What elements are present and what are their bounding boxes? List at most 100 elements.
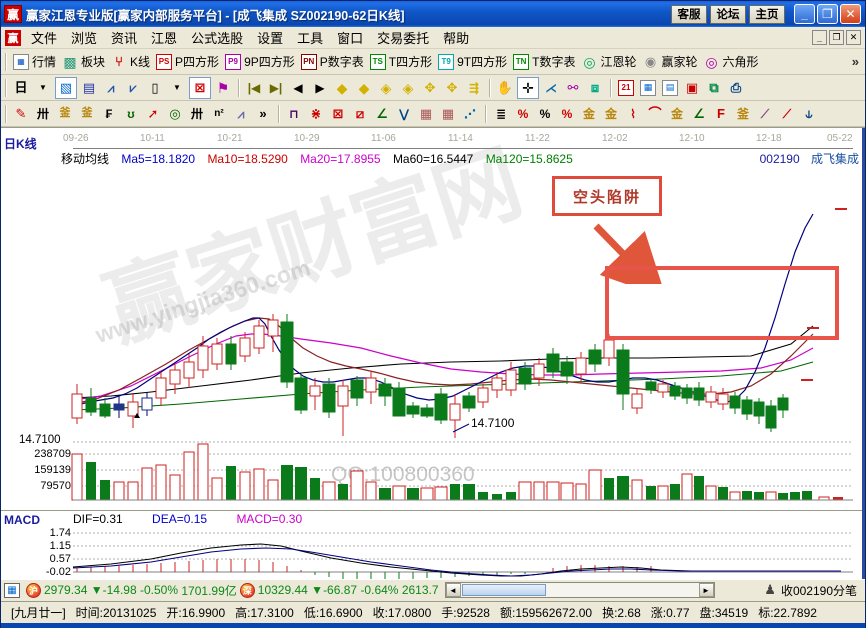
gold-line-1-button[interactable]: 釜 [55, 103, 75, 125]
market-grid-icon[interactable]: ▦ [4, 582, 20, 598]
report-button[interactable]: ▤ [79, 77, 99, 99]
print-button[interactable]: ⎙ [726, 77, 746, 99]
f-line-button[interactable]: F [711, 103, 731, 125]
bar-button[interactable]: ▯ [145, 77, 165, 99]
pencil-tool-button[interactable]: ✎ [11, 103, 31, 125]
maximize-icon[interactable]: ❐ [817, 4, 838, 24]
arc-button[interactable]: ⌒ [645, 103, 665, 125]
toolbar-overflow-icon[interactable]: » [851, 54, 859, 69]
close-icon[interactable]: ✕ [840, 4, 861, 24]
percent-fan-button[interactable]: % [513, 103, 533, 125]
tool-9t-square[interactable]: T9 9T四方形 [436, 51, 509, 73]
overlay-button[interactable]: ▧ [55, 76, 77, 99]
shape-tool-button[interactable]: ⧄ [350, 103, 370, 125]
brush-button[interactable]: ⌇ [623, 103, 643, 125]
horizontal-scrollbar[interactable]: ◄ ► [444, 582, 715, 598]
menu-gann[interactable]: 江恩 [151, 31, 178, 46]
gold2-button[interactable]: 金 [601, 103, 621, 125]
circle-tool-button[interactable]: ◎ [165, 103, 185, 125]
percent2-button[interactable]: % [557, 103, 577, 125]
homepage-button[interactable]: 主页 [749, 4, 785, 24]
spiral-tool-button[interactable]: ʊ [121, 103, 141, 125]
parallel-button[interactable]: ∠ [689, 103, 709, 125]
tool-t-number-table[interactable]: TN T数字表 [511, 51, 577, 73]
doc-button[interactable]: ▤ [660, 77, 680, 99]
menu-help[interactable]: 帮助 [443, 31, 470, 46]
zoom-in-button[interactable]: ◈ [376, 77, 396, 99]
scroll-left-icon[interactable]: ◄ [445, 583, 461, 597]
save-button[interactable]: ▣ [682, 77, 702, 99]
tool-9p-square[interactable]: P9 9P四方形 [223, 51, 297, 73]
fib-tool-button[interactable]: ₣ [99, 103, 119, 125]
zoom-out-button[interactable]: ◈ [398, 77, 418, 99]
drawing-overflow[interactable]: » [253, 103, 273, 125]
speed-button[interactable]: ⟋ [755, 103, 775, 125]
angle2-tool-button[interactable]: ∠ [372, 103, 392, 125]
hand-button[interactable]: ✋ [495, 77, 515, 99]
multi3-button[interactable]: ⩘ [101, 77, 121, 99]
gold3-button[interactable]: 金 [667, 103, 687, 125]
mdi-restore-icon[interactable]: ❐ [829, 30, 844, 45]
grid2-tool-button[interactable]: ▦ [416, 103, 436, 125]
crosshair-button[interactable]: ✛ [517, 76, 539, 99]
scroll-thumb[interactable] [461, 584, 546, 596]
mdi-minimize-icon[interactable]: _ [812, 30, 827, 45]
forum-button[interactable]: 论坛 [710, 4, 746, 24]
menu-settings[interactable]: 设置 [257, 31, 284, 46]
table-button[interactable]: ▦ [638, 77, 658, 99]
expand-button[interactable]: ✥ [420, 77, 440, 99]
tool-p-square[interactable]: PS P四方形 [154, 51, 221, 73]
tool-p-number-table[interactable]: PN P数字表 [299, 51, 366, 73]
period-day-button[interactable]: 日 [11, 77, 31, 99]
ladder-tool-button[interactable]: ≣ [491, 103, 511, 125]
period-dropdown-icon[interactable]: ▼ [33, 77, 53, 99]
last-page-button[interactable]: ▶| [266, 77, 286, 99]
fan-tool-button[interactable]: ⋇ [306, 103, 326, 125]
gann-fan-tool-button[interactable]: 卅 [33, 103, 53, 125]
volume-panel[interactable]: 238709 159139 79570 [1, 440, 865, 507]
tool-quotes[interactable]: ▦ 行情 [11, 51, 58, 73]
chan-button[interactable]: ⟋ [777, 103, 797, 125]
layers-button[interactable]: ⧈ [585, 77, 605, 99]
shift-button[interactable]: ⇶ [464, 77, 484, 99]
chart-area[interactable]: 赢家财富网 www.yingjia360.com QQ:100800360 日K… [1, 127, 865, 579]
pattern-button[interactable]: ⊠ [189, 76, 211, 99]
candlestick-panel[interactable]: 14.7100 空头陷阱 [1, 166, 865, 438]
macd-panel[interactable]: MACD DIF=0.31 DEA=0.15 MACD=0.30 1.74 1.… [1, 510, 865, 579]
first-page-button[interactable]: |◀ [244, 77, 264, 99]
box-tool-button[interactable]: ⊓ [284, 103, 304, 125]
menu-trade[interactable]: 交易委托 [377, 31, 430, 46]
tool-sector[interactable]: ▩ 板块 [60, 51, 107, 73]
menu-tools[interactable]: 工具 [297, 31, 324, 46]
arrow-tool-button[interactable]: ➚ [143, 103, 163, 125]
menu-formula[interactable]: 公式选股 [191, 31, 244, 46]
mdi-close-icon[interactable]: ✕ [846, 30, 861, 45]
bar-dropdown-icon[interactable]: ▼ [167, 77, 187, 99]
tool-gann-wheel[interactable]: ◎ 江恩轮 [579, 51, 638, 73]
tool-winner-wheel[interactable]: ◉ 赢家轮 [640, 51, 699, 73]
measure-button[interactable]: ⋌ [541, 77, 561, 99]
percent-button[interactable]: % [535, 103, 555, 125]
gold-circle-button[interactable]: 金 [579, 103, 599, 125]
menu-file[interactable]: 文件 [31, 31, 58, 46]
next-button[interactable]: ▶ [310, 77, 330, 99]
menu-browse[interactable]: 浏览 [71, 31, 98, 46]
calendar-button[interactable]: 21 [616, 77, 636, 99]
prev-button[interactable]: ◀ [288, 77, 308, 99]
menu-window[interactable]: 窗口 [337, 31, 364, 46]
four-button[interactable]: ⫝ [799, 103, 819, 125]
zigzag-tool-button[interactable]: ⋁ [394, 103, 414, 125]
scroll-right-icon[interactable]: ► [698, 583, 714, 597]
menu-news[interactable]: 资讯 [111, 31, 138, 46]
support-button[interactable]: 客服 [671, 4, 707, 24]
minimize-icon[interactable]: _ [794, 4, 815, 24]
gold-line-2-button[interactable]: 釜 [77, 103, 97, 125]
nsquare-tool-button[interactable]: n² [209, 103, 229, 125]
trend-tool-button[interactable]: ⋰ [460, 103, 480, 125]
collapse-button[interactable]: ✥ [442, 77, 462, 99]
pattern2-tool-button[interactable]: ⊠ [328, 103, 348, 125]
grid3-tool-button[interactable]: ▦ [438, 103, 458, 125]
angle-tool-button[interactable]: ⩘ [231, 103, 251, 125]
node-button[interactable]: ⚯ [563, 77, 583, 99]
multi9-button[interactable]: ⩗ [123, 77, 143, 99]
